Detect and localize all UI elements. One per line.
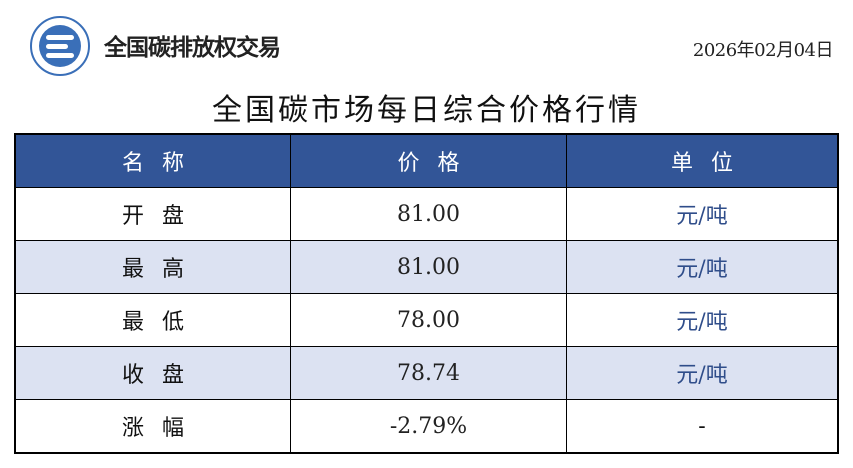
table-row: 最低 78.00 元/吨: [14, 293, 839, 347]
price-table: 名称 价格 单位 开盘 81.00 元/吨 最高 81.00 元/吨 最低 78…: [14, 133, 839, 454]
date: 2026年02月04日: [692, 40, 834, 61]
page-title: 全国碳市场每日综合价格行情: [212, 93, 641, 128]
row-price: 78.74: [290, 346, 567, 400]
row-price: 81.00: [290, 240, 567, 294]
row-unit: 元/吨: [566, 293, 839, 347]
column-header-price: 价格: [290, 133, 567, 188]
row-price: 81.00: [290, 187, 567, 241]
row-name: 收盘: [14, 346, 291, 400]
row-unit: 元/吨: [566, 240, 839, 294]
row-price: -2.79%: [290, 399, 567, 454]
table-header: 名称 价格 单位: [14, 133, 839, 188]
row-name: 涨幅: [14, 399, 291, 454]
row-name: 最高: [14, 240, 291, 294]
row-unit: 元/吨: [566, 346, 839, 400]
table-row: 最高 81.00 元/吨: [14, 240, 839, 294]
brand-name: 全国碳排放权交易: [104, 35, 281, 61]
column-header-unit: 单位: [566, 133, 839, 188]
table-row: 收盘 78.74 元/吨: [14, 346, 839, 400]
row-name: 开盘: [14, 187, 291, 241]
table-row: 开盘 81.00 元/吨: [14, 187, 839, 241]
row-name: 最低: [14, 293, 291, 347]
logo-icon: [30, 16, 90, 76]
row-unit: 元/吨: [566, 187, 839, 241]
row-unit: -: [566, 399, 839, 454]
table-row: 涨幅 -2.79% -: [14, 399, 839, 454]
column-header-name: 名称: [14, 133, 291, 188]
row-price: 78.00: [290, 293, 567, 347]
